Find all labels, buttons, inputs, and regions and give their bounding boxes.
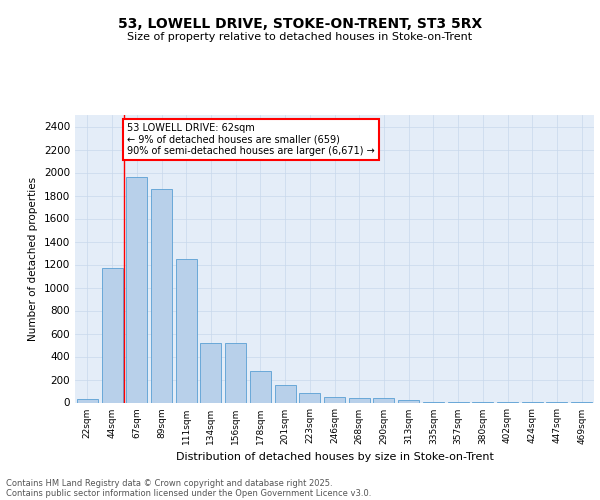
Bar	[151, 189, 172, 402]
Bar	[398, 400, 419, 402]
Bar	[250, 372, 271, 402]
Bar	[299, 392, 320, 402]
Bar	[373, 398, 394, 402]
Bar	[77, 400, 98, 402]
Bar	[275, 384, 296, 402]
Text: Size of property relative to detached houses in Stoke-on-Trent: Size of property relative to detached ho…	[127, 32, 473, 42]
Text: 53, LOWELL DRIVE, STOKE-ON-TRENT, ST3 5RX: 53, LOWELL DRIVE, STOKE-ON-TRENT, ST3 5R…	[118, 18, 482, 32]
Bar	[126, 177, 147, 402]
Bar	[176, 259, 197, 402]
Bar	[324, 397, 345, 402]
Bar	[349, 398, 370, 402]
Bar	[101, 268, 122, 402]
Text: Contains HM Land Registry data © Crown copyright and database right 2025.: Contains HM Land Registry data © Crown c…	[6, 478, 332, 488]
X-axis label: Distribution of detached houses by size in Stoke-on-Trent: Distribution of detached houses by size …	[176, 452, 493, 462]
Text: Contains public sector information licensed under the Open Government Licence v3: Contains public sector information licen…	[6, 488, 371, 498]
Text: 53 LOWELL DRIVE: 62sqm
← 9% of detached houses are smaller (659)
90% of semi-det: 53 LOWELL DRIVE: 62sqm ← 9% of detached …	[127, 123, 374, 156]
Bar	[225, 344, 246, 402]
Bar	[200, 344, 221, 402]
Y-axis label: Number of detached properties: Number of detached properties	[28, 176, 38, 341]
